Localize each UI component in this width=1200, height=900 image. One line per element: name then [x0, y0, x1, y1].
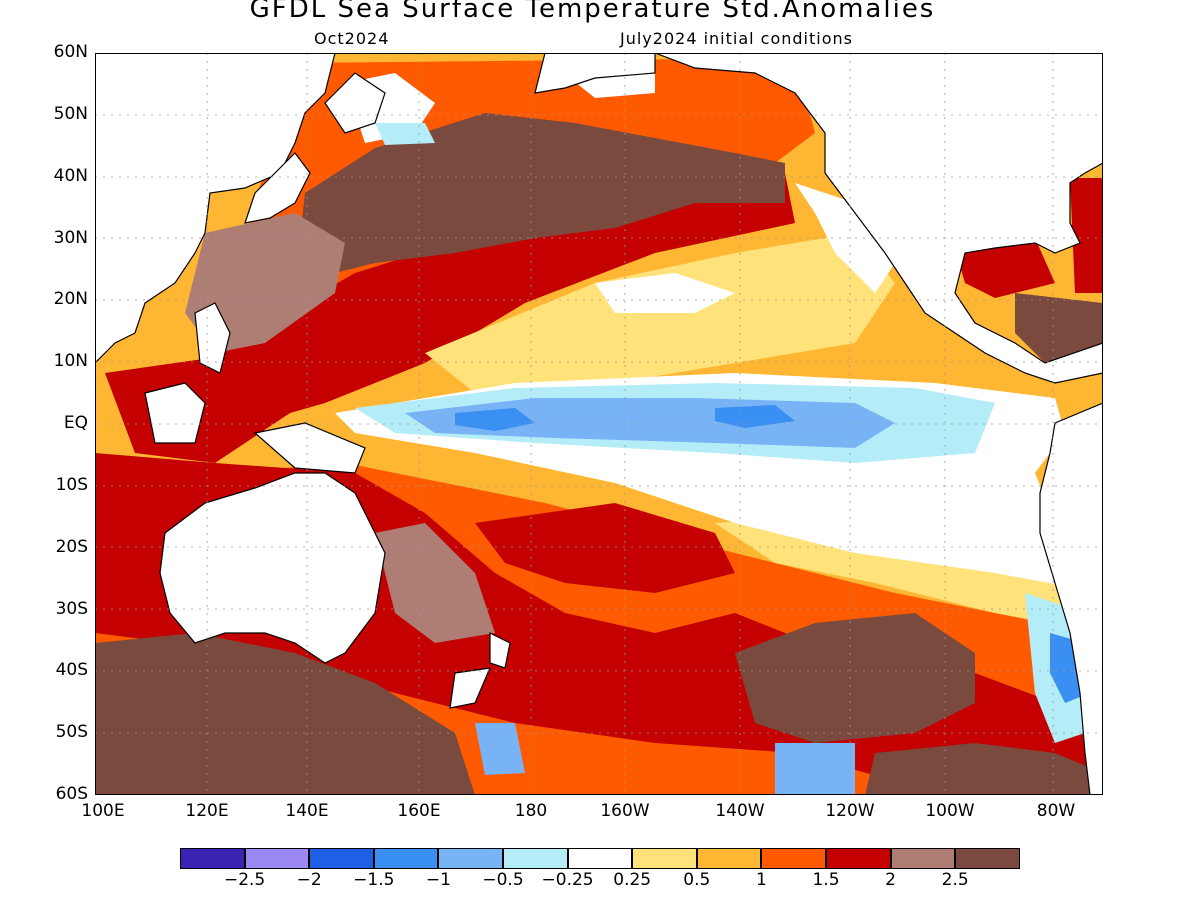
field-brown-np	[295, 113, 785, 283]
colorbar-swatch	[244, 848, 310, 869]
colorbar-swatch	[890, 848, 956, 869]
map-canvas	[94, 52, 1104, 796]
lon-tick-label: 160E	[397, 801, 441, 821]
field-blue-so	[775, 743, 855, 795]
lat-tick-label: 50S	[55, 722, 88, 743]
forecast-month: Oct2024	[314, 29, 390, 48]
colorbar-tick-label: −0.5	[482, 870, 524, 890]
field-red-gulf	[955, 238, 1055, 298]
lon-tick-label: 180	[514, 801, 548, 821]
field-brown-so	[95, 633, 475, 795]
colorbar-swatch	[567, 848, 633, 869]
lon-tick-label: 100E	[81, 801, 125, 821]
lon-tick-label: 80W	[1036, 801, 1076, 821]
lat-tick-label: 60N	[53, 42, 88, 62]
land-philippines	[194, 302, 231, 374]
field-blue-so-2	[475, 723, 525, 775]
field-cyan-alaska	[375, 123, 435, 145]
land-new-zealand-north	[489, 632, 511, 669]
lat-tick-label: 20N	[53, 289, 88, 310]
field-white-hawaii	[595, 273, 735, 313]
colorbar-tick-label: 1.5	[812, 870, 840, 890]
initial-conditions-label: July2024 initial conditions	[620, 29, 853, 48]
colorbar-swatch	[503, 848, 568, 869]
colorbar-tick-label: −1.5	[353, 870, 395, 890]
colorbar-swatch	[373, 848, 439, 869]
colorbar-tick-label: 1	[755, 870, 767, 890]
lat-tick-label: EQ	[63, 413, 88, 433]
land-new-guinea	[253, 422, 366, 474]
lon-tick-label: 140E	[285, 801, 329, 821]
field-brown-west	[185, 213, 345, 353]
land-japan	[244, 152, 311, 224]
graticule	[95, 53, 1103, 795]
colorbar-swatch	[632, 848, 697, 869]
land-kamchatka	[324, 72, 386, 134]
lat-tick-label: 10S	[55, 474, 88, 495]
colorbar-tick-label: −2.5	[223, 870, 266, 890]
field-brown-carib	[1015, 293, 1103, 363]
land-new-zealand-south	[449, 667, 491, 709]
lat-tick-label: 10N	[53, 351, 88, 372]
lon-tick-label: 120W	[825, 801, 875, 821]
colorbar-swatch	[180, 848, 245, 869]
field-blue-core-2	[715, 405, 795, 428]
lat-tick-label: 60S	[55, 784, 88, 804]
field-red-nw	[215, 173, 795, 423]
land-asia	[94, 52, 336, 365]
lat-tick-label: 30S	[55, 598, 88, 619]
land-borneo	[144, 382, 206, 444]
colorbar-swatch	[761, 848, 826, 869]
lat-tick-label: 30N	[53, 227, 88, 248]
colorbar-tick-label: −0.25	[541, 870, 594, 890]
colorbar-swatch	[826, 848, 891, 869]
field-blue-core	[455, 408, 535, 431]
colorbar-swatch	[438, 848, 503, 869]
lat-tick-label: 50N	[53, 103, 88, 124]
lon-tick-label: 160W	[600, 801, 650, 821]
land-masses	[94, 52, 1104, 796]
lon-tick-label: 120E	[185, 801, 229, 821]
lon-tick-label: 100W	[925, 801, 975, 821]
lat-tick-label: 20S	[55, 536, 88, 557]
map-title: GFDL Sea Surface Temperature Std.Anomali…	[249, 0, 936, 24]
colorbar-tick-label: 0.5	[683, 870, 711, 890]
colorbar-tick-label: −2	[296, 870, 322, 890]
lat-tick-label: 40S	[55, 660, 88, 681]
field-white-ne	[795, 183, 895, 293]
colorbar-swatch	[955, 848, 1020, 869]
map-border	[95, 53, 1103, 795]
land-australia	[159, 472, 386, 664]
field-brown-so-east	[865, 743, 1103, 795]
field-brown-sp-east	[735, 613, 975, 743]
colorbar-tick-label: 2.5	[941, 870, 969, 890]
colorbar-tick-label: −1	[425, 870, 451, 890]
field-brown-tasman	[375, 523, 495, 643]
lat-tick-label: 40N	[53, 165, 88, 186]
colorbar-swatch	[696, 848, 762, 869]
sst-anomaly-map	[94, 52, 1104, 796]
field-red-sp	[475, 503, 735, 593]
field-red-atlantic	[1070, 178, 1103, 293]
lon-tick-label: 140W	[715, 801, 765, 821]
colorbar-tick-label: 2	[885, 870, 896, 890]
colorbar-swatch	[309, 848, 374, 869]
colorbar-tick-label: 0.25	[613, 870, 652, 890]
